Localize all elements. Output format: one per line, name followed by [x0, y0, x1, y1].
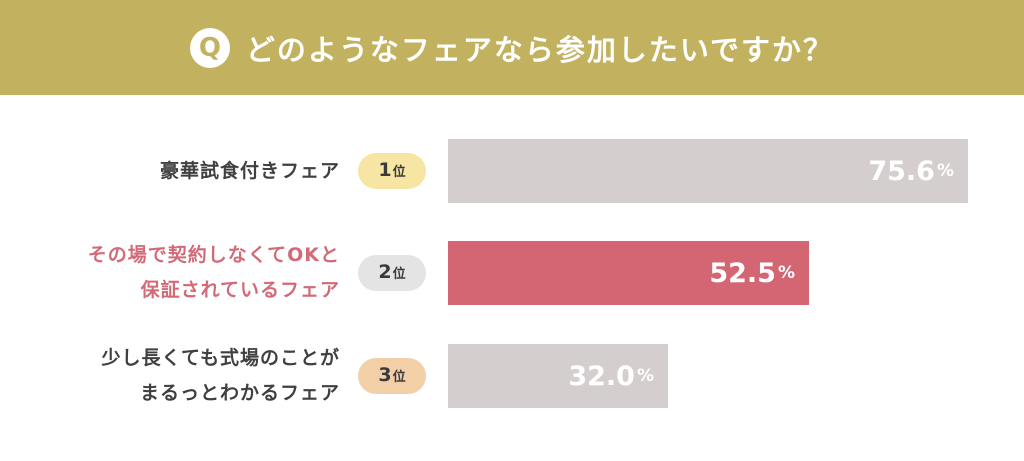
- bar-mark: 75.6 %: [448, 139, 968, 203]
- row-label-line: 保証されているフェア: [140, 279, 340, 301]
- percent-sign: %: [636, 366, 654, 386]
- bar-value-label: 75.6: [868, 155, 935, 187]
- rank-badge: 3 位: [358, 358, 426, 394]
- percent-sign: %: [936, 161, 954, 181]
- rank-number: 3: [378, 364, 392, 386]
- bar-value-label: 52.5: [709, 257, 776, 289]
- rank-badge: 2 位: [358, 255, 426, 291]
- row-label: 少し長くても式場のことが まるっとわかるフェア: [102, 341, 340, 411]
- question-title: どのようなフェアなら参加したいですか？: [245, 32, 835, 67]
- row-label-line: 豪華試食付きフェア: [159, 160, 340, 182]
- row-label-line: まるっとわかるフェア: [139, 382, 340, 404]
- bar-mark: 52.5 %: [448, 241, 809, 305]
- rank-number: 1: [378, 159, 392, 181]
- row-label: 豪華試食付きフェア: [160, 154, 340, 189]
- q-badge: Q: [189, 27, 230, 68]
- row-label: その場で契約しなくてOKと 保証されているフェア: [88, 238, 340, 308]
- bar-mark: 32.0 %: [448, 344, 668, 408]
- rank-suffix: 位: [392, 370, 406, 385]
- rank-badge: 1 位: [358, 153, 426, 189]
- rank-number: 2: [378, 261, 392, 283]
- rank-suffix: 位: [392, 267, 406, 282]
- rank-suffix: 位: [392, 165, 406, 180]
- percent-sign: %: [777, 263, 795, 283]
- bar-value-label: 32.0: [568, 360, 635, 392]
- row-label-line: その場で契約しなくてOKと: [87, 244, 340, 266]
- row-label-line: 少し長くても式場のことが: [101, 347, 340, 369]
- question-header: Q どのようなフェアなら参加したいですか？: [0, 0, 1024, 95]
